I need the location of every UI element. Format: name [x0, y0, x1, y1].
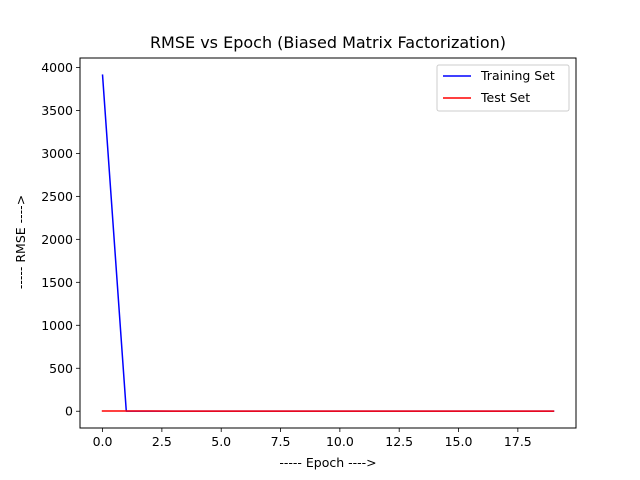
x-tick-label: 2.5 — [152, 434, 172, 449]
y-tick-label: 0 — [65, 404, 73, 419]
y-tick-label: 500 — [49, 361, 73, 376]
y-axis-ticks: 0 500 1000 1500 2000 2500 3000 3500 4000 — [41, 60, 80, 419]
legend-label-test-set: Test Set — [480, 90, 530, 105]
x-tick-label: 5.0 — [211, 434, 231, 449]
x-tick-label: 12.5 — [385, 434, 413, 449]
x-tick-label: 17.5 — [504, 434, 532, 449]
y-tick-label: 1500 — [41, 275, 73, 290]
y-tick-label: 2500 — [41, 189, 73, 204]
y-axis-title: ----- RMSE ----> — [13, 195, 28, 289]
y-tick-label: 2000 — [41, 232, 73, 247]
series-lines — [101, 74, 555, 412]
y-tick-label: 4000 — [41, 60, 73, 75]
x-tick-label: 7.5 — [271, 434, 291, 449]
legend: Training Set Test Set — [436, 64, 570, 112]
y-tick-label: 3000 — [41, 146, 73, 161]
y-tick-label: 1000 — [41, 318, 73, 333]
legend-label-training-set: Training Set — [480, 68, 555, 83]
x-tick-label: 0.0 — [93, 434, 113, 449]
plot-frame — [79, 57, 577, 429]
x-axis-title: ----- Epoch ----> — [279, 455, 376, 470]
x-tick-label: 15.0 — [445, 434, 473, 449]
chart-title: RMSE vs Epoch (Biased Matrix Factorizati… — [150, 33, 506, 52]
x-tick-label: 10.0 — [326, 434, 354, 449]
y-tick-label: 3500 — [41, 103, 73, 118]
x-axis-ticks: 0.0 2.5 5.0 7.5 10.0 12.5 15.0 17.5 — [93, 428, 532, 449]
